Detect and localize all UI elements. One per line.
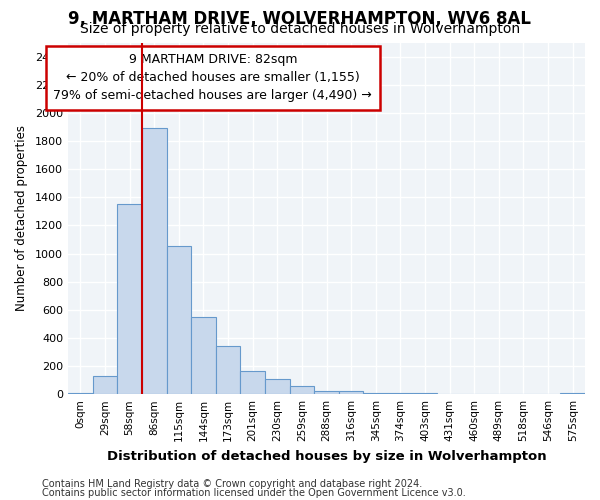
Text: Size of property relative to detached houses in Wolverhampton: Size of property relative to detached ho… xyxy=(80,22,520,36)
Bar xyxy=(92,376,117,394)
Bar xyxy=(339,392,364,394)
Y-axis label: Number of detached properties: Number of detached properties xyxy=(15,126,28,312)
Bar xyxy=(265,380,290,394)
Bar xyxy=(364,393,388,394)
Bar xyxy=(142,128,167,394)
Bar xyxy=(68,393,92,394)
Bar xyxy=(241,371,265,394)
Bar xyxy=(290,386,314,394)
Bar xyxy=(314,390,339,394)
Bar xyxy=(167,246,191,394)
X-axis label: Distribution of detached houses by size in Wolverhampton: Distribution of detached houses by size … xyxy=(107,450,547,462)
Text: Contains HM Land Registry data © Crown copyright and database right 2024.: Contains HM Land Registry data © Crown c… xyxy=(42,479,422,489)
Text: 9 MARTHAM DRIVE: 82sqm
← 20% of detached houses are smaller (1,155)
79% of semi-: 9 MARTHAM DRIVE: 82sqm ← 20% of detached… xyxy=(53,53,372,102)
Bar xyxy=(117,204,142,394)
Text: Contains public sector information licensed under the Open Government Licence v3: Contains public sector information licen… xyxy=(42,488,466,498)
Bar xyxy=(388,393,413,394)
Bar xyxy=(191,317,216,394)
Bar xyxy=(216,346,241,394)
Text: 9, MARTHAM DRIVE, WOLVERHAMPTON, WV6 8AL: 9, MARTHAM DRIVE, WOLVERHAMPTON, WV6 8AL xyxy=(68,10,532,28)
